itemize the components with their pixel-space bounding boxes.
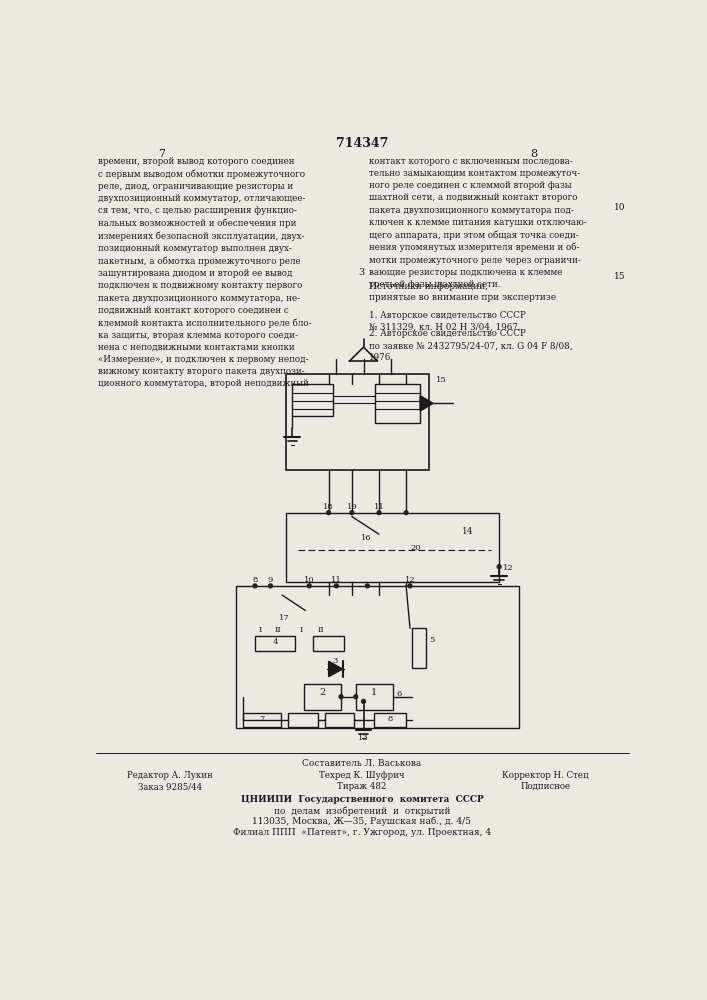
- Text: контакт которого с включенным последова-
тельно замыкающим контактом промежуточ-: контакт которого с включенным последова-…: [369, 157, 587, 289]
- Bar: [286, 374, 429, 470]
- Text: 19: 19: [346, 503, 357, 511]
- Text: 15: 15: [614, 272, 626, 281]
- Circle shape: [408, 584, 412, 588]
- Text: Техред К. Шуфрич: Техред К. Шуфрич: [319, 771, 404, 780]
- Bar: [373, 713, 406, 727]
- Bar: [235, 586, 518, 728]
- Text: Редактор А. Лукин: Редактор А. Лукин: [127, 771, 213, 780]
- Circle shape: [361, 699, 366, 703]
- Text: Составитель Л. Васькова: Составитель Л. Васькова: [303, 759, 421, 768]
- Circle shape: [377, 511, 381, 515]
- Circle shape: [354, 695, 358, 699]
- Text: Тираж 482: Тираж 482: [337, 782, 387, 791]
- Text: II: II: [317, 626, 325, 634]
- Text: 10: 10: [304, 576, 315, 584]
- Bar: [292, 384, 332, 416]
- Text: 7: 7: [158, 149, 165, 159]
- Text: II: II: [275, 626, 281, 634]
- Bar: [243, 713, 281, 727]
- Text: 20: 20: [410, 544, 421, 552]
- Text: Корректор Н. Стец: Корректор Н. Стец: [503, 771, 589, 780]
- Text: 10: 10: [614, 203, 626, 212]
- Text: 2. Авторское свидетельство СССР
по заявке № 2432795/24-07, кл. G 04 F 8/08,
1976: 2. Авторское свидетельство СССР по заявк…: [369, 329, 573, 362]
- Text: 4: 4: [272, 638, 278, 646]
- Circle shape: [308, 584, 311, 588]
- Circle shape: [327, 511, 331, 515]
- Text: 1. Авторское свидетельство СССР
№ 311329, кл. Н 02 Н 3/04, 1967.: 1. Авторское свидетельство СССР № 311329…: [369, 311, 526, 332]
- Bar: [356, 684, 393, 710]
- Text: 7: 7: [259, 715, 264, 723]
- Text: 18: 18: [323, 503, 334, 511]
- Text: 714347: 714347: [336, 137, 388, 150]
- Circle shape: [269, 584, 272, 588]
- Text: по  делам  изобретений  и  открытий: по делам изобретений и открытий: [274, 806, 450, 816]
- Circle shape: [497, 565, 501, 569]
- Circle shape: [350, 511, 354, 515]
- Circle shape: [339, 695, 343, 699]
- Bar: [375, 384, 420, 423]
- Bar: [304, 684, 341, 710]
- Text: I: I: [300, 626, 303, 634]
- Polygon shape: [420, 396, 433, 411]
- Bar: [325, 713, 354, 727]
- Text: 17: 17: [279, 614, 290, 622]
- Text: 8: 8: [252, 576, 257, 584]
- Circle shape: [366, 584, 369, 588]
- Text: ЦНИИПИ  Государственного  комитета  СССР: ЦНИИПИ Государственного комитета СССР: [240, 795, 484, 804]
- Text: 113035, Москва, Ж—35, Раушская наб., д. 4/5: 113035, Москва, Ж—35, Раушская наб., д. …: [252, 817, 472, 826]
- Bar: [286, 513, 499, 582]
- Polygon shape: [329, 661, 343, 677]
- Text: 9: 9: [268, 576, 273, 584]
- Text: 5: 5: [429, 636, 435, 644]
- Bar: [288, 713, 317, 727]
- Circle shape: [253, 584, 257, 588]
- Text: Заказ 9285/44: Заказ 9285/44: [138, 782, 201, 791]
- Circle shape: [334, 584, 339, 588]
- Bar: [412, 628, 426, 668]
- Bar: [313, 636, 344, 651]
- Text: 15: 15: [436, 376, 446, 384]
- Text: Филиал ППП  «Патент», г. Ужгород, ул. Проектная, 4: Филиал ППП «Патент», г. Ужгород, ул. Про…: [233, 828, 491, 837]
- Text: 8: 8: [530, 149, 537, 159]
- Bar: [255, 636, 296, 651]
- Text: 6: 6: [397, 690, 402, 698]
- Text: 14: 14: [462, 527, 474, 536]
- Text: I: I: [259, 626, 262, 634]
- Text: 1: 1: [371, 688, 378, 697]
- Text: 12: 12: [503, 564, 513, 572]
- Text: 8: 8: [387, 715, 392, 723]
- Text: Подписное: Подписное: [520, 782, 571, 791]
- Text: времени, второй вывод которого соединен
с первым выводом обмотки промежуточного
: времени, второй вывод которого соединен …: [98, 157, 311, 388]
- Text: 12: 12: [404, 576, 415, 584]
- Text: 13: 13: [358, 734, 369, 742]
- Text: 11: 11: [373, 503, 385, 511]
- Text: 16: 16: [361, 534, 372, 542]
- Text: 2: 2: [320, 688, 325, 697]
- Text: Источники информации,
принятые во внимание при экспертизе: Источники информации, принятые во вниман…: [369, 282, 556, 302]
- Text: 3: 3: [332, 657, 337, 665]
- Text: 11: 11: [331, 576, 341, 584]
- Circle shape: [404, 511, 408, 515]
- Text: 3: 3: [358, 268, 364, 277]
